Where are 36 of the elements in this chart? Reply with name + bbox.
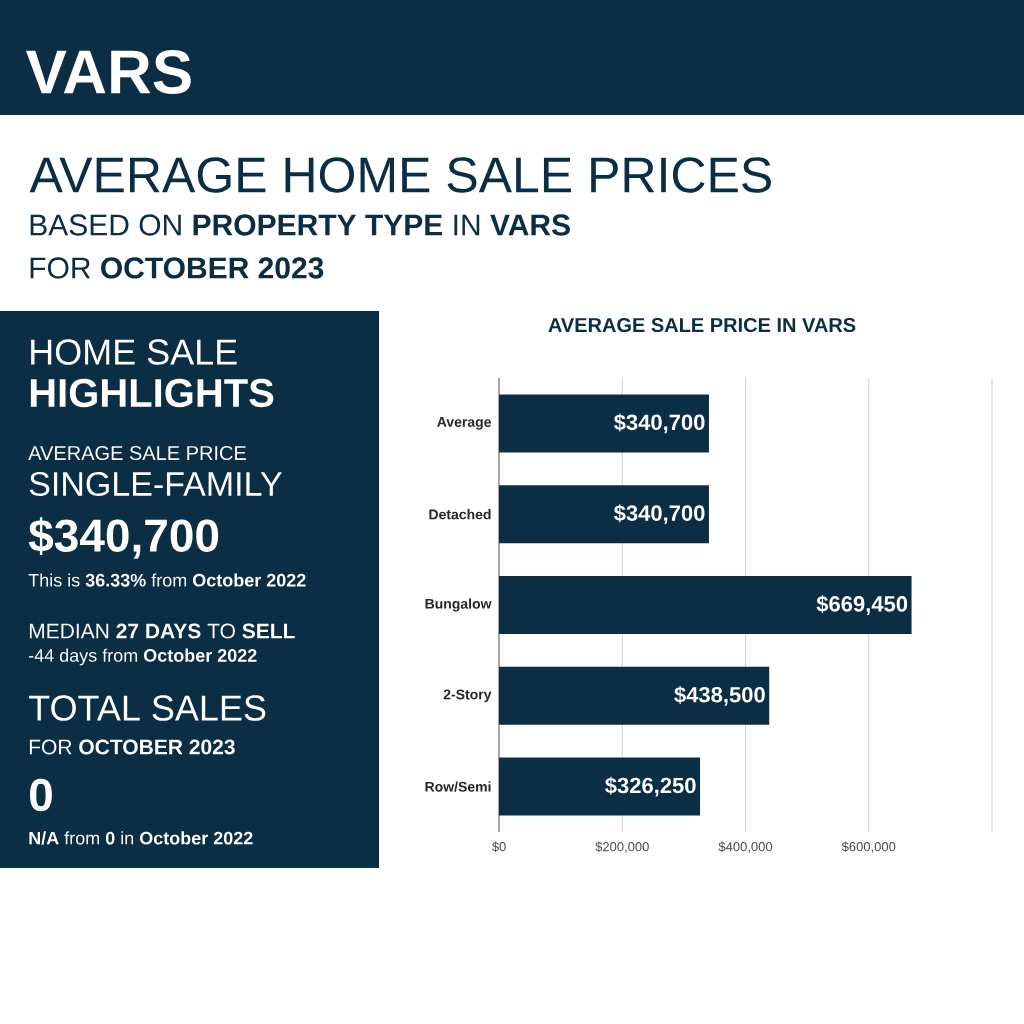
y-tick-label: Bungalow	[425, 598, 492, 612]
y-tick-label: 2-Story	[443, 689, 492, 703]
bar	[499, 666, 770, 725]
bar	[499, 485, 709, 544]
text: AVERAGE HOME SALE PRICES	[29, 157, 771, 193]
text: HOME SALE	[31, 339, 237, 365]
text: SINGLE-FAMILY	[29, 471, 282, 497]
x-tick-label: $400,000	[718, 841, 773, 853]
text: FOR OCTOBER 2023	[29, 739, 235, 755]
chart-title: AVERAGE SALE PRICE IN VARS	[548, 317, 856, 333]
text: N/A from 0 in October 2022	[29, 831, 253, 845]
text: MEDIAN 27 DAYS TO SELL	[29, 623, 295, 639]
bar	[499, 394, 709, 453]
x-tick-label: $200,000	[595, 841, 649, 853]
text: BASED ON PROPERTY TYPE IN VARS	[30, 214, 570, 236]
y-tick-label: Detached	[429, 509, 491, 520]
text: TOTAL SALES	[29, 695, 266, 721]
text: AVERAGE SALE PRICE	[28, 445, 246, 461]
text: 0	[30, 778, 52, 812]
text: VARS	[25, 50, 191, 94]
text: HIGHLIGHTS	[30, 378, 274, 408]
x-tick-label: $600,000	[841, 841, 896, 853]
bar	[499, 757, 701, 816]
text: $340,700	[28, 517, 219, 559]
y-tick-label: Row/Semi	[425, 781, 491, 792]
data-label: $438,500	[674, 685, 765, 706]
bar	[499, 576, 912, 635]
text: -44 days from October 2022	[29, 648, 257, 666]
text: FOR OCTOBER 2023	[30, 257, 324, 279]
data-label: $326,250	[605, 776, 696, 797]
x-tick-label: $0	[491, 841, 506, 853]
data-label: $669,450	[816, 595, 908, 615]
text: This is 36.33% from October 2022	[28, 573, 306, 587]
data-label: $340,700	[613, 413, 705, 434]
data-label: $340,700	[613, 504, 705, 525]
y-tick-label: Average	[437, 417, 491, 430]
